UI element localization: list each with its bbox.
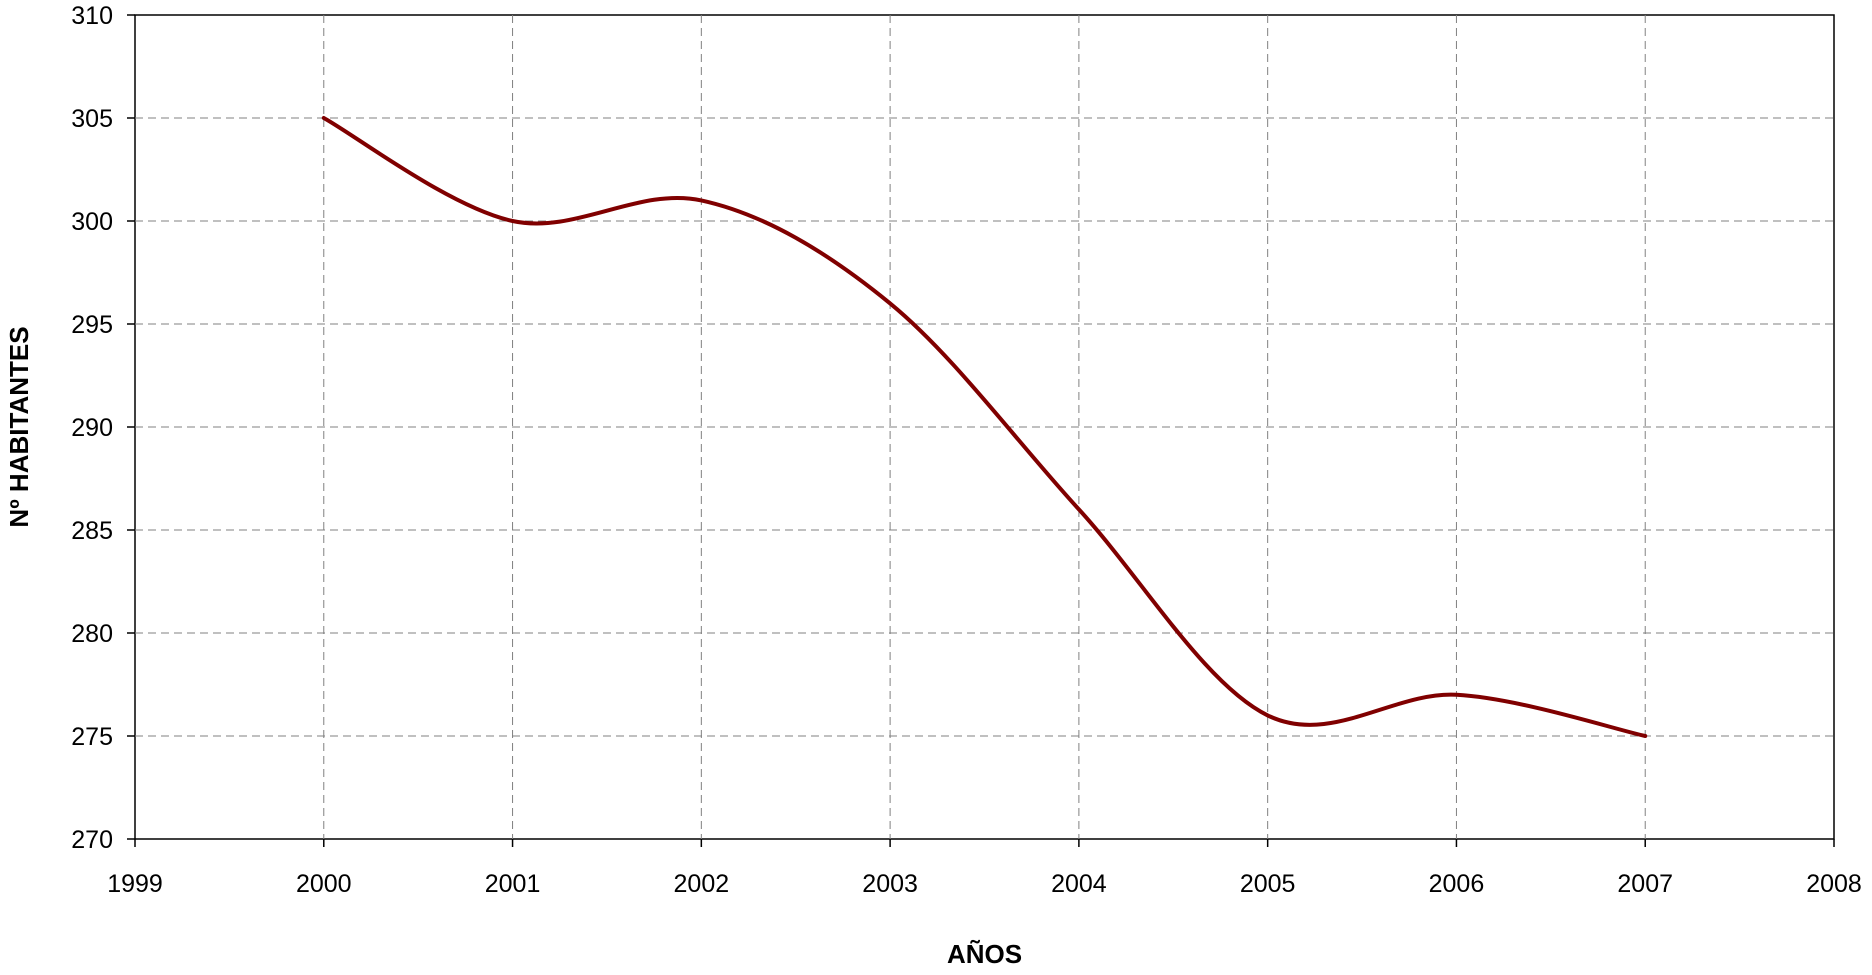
data-point bbox=[1077, 507, 1081, 511]
data-point bbox=[888, 301, 892, 305]
x-tick-label: 2001 bbox=[485, 870, 541, 898]
y-tick-label: 285 bbox=[71, 517, 113, 545]
y-tick-label: 305 bbox=[71, 105, 113, 133]
x-tick-label: 2000 bbox=[296, 870, 352, 898]
x-tick-label: 2002 bbox=[674, 870, 730, 898]
x-tick-label: 2005 bbox=[1240, 870, 1296, 898]
data-point bbox=[322, 116, 326, 120]
x-tick-labels: 1999 2000 2001 2002 2003 2004 2005 2006 2007 2008 bbox=[107, 870, 1862, 898]
x-tick-label: 2008 bbox=[1806, 870, 1862, 898]
y-axis-title: Nº HABITANTES bbox=[4, 326, 34, 527]
x-axis-title: AÑOS bbox=[947, 939, 1022, 969]
x-tick-label: 2006 bbox=[1429, 870, 1485, 898]
y-tick-label: 275 bbox=[71, 723, 113, 751]
y-tick-label: 290 bbox=[71, 414, 113, 442]
x-tick-label: 2007 bbox=[1617, 870, 1673, 898]
y-tick-label: 310 bbox=[71, 2, 113, 30]
grid-lines bbox=[135, 15, 1834, 839]
y-tick-label: 300 bbox=[71, 208, 113, 236]
y-tick-label: 270 bbox=[71, 826, 113, 854]
data-point bbox=[699, 198, 703, 202]
series-layer bbox=[321, 116, 1648, 738]
data-point bbox=[1643, 734, 1647, 738]
series-line-0 bbox=[321, 116, 1648, 738]
data-point bbox=[511, 219, 515, 223]
data-point bbox=[1454, 693, 1458, 697]
y-tick-label: 295 bbox=[71, 311, 113, 339]
x-tick-label: 2004 bbox=[1051, 870, 1107, 898]
x-tick-label: 1999 bbox=[107, 870, 163, 898]
y-tick-labels: 270 275 280 285 290 295 300 305 310 bbox=[71, 2, 113, 854]
x-tick-label: 2003 bbox=[862, 870, 918, 898]
data-point bbox=[1266, 713, 1270, 717]
axis-ticks bbox=[127, 14, 1835, 847]
y-tick-label: 280 bbox=[71, 620, 113, 648]
